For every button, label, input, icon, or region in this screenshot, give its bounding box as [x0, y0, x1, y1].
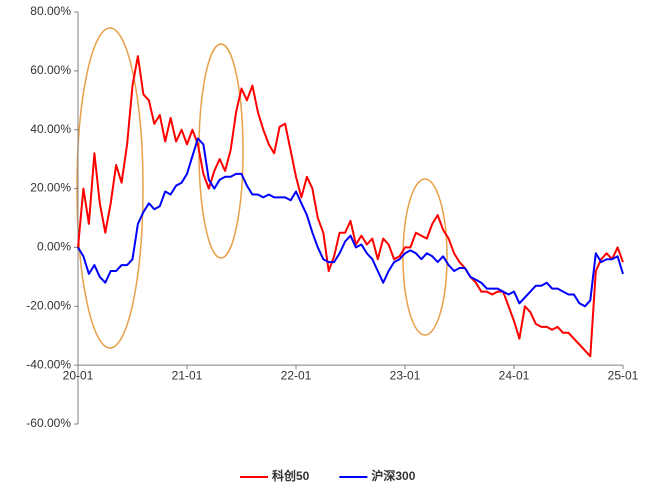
highlight-ellipse — [198, 43, 244, 259]
x-tick-label: 24-01 — [499, 368, 530, 382]
highlight-ellipse — [402, 178, 448, 336]
annotation-ellipses — [76, 27, 448, 349]
legend-label: 沪深300 — [371, 468, 415, 483]
highlight-ellipse — [76, 27, 144, 349]
y-tick-label: 0.00% — [37, 240, 71, 254]
x-tick-label: 20-01 — [63, 368, 94, 382]
y-tick-label: -60.00% — [26, 416, 71, 430]
x-tick-label: 25-01 — [608, 368, 639, 382]
line-series — [77, 137, 624, 308]
legend: 科创50 沪深300 — [240, 468, 416, 483]
line-series — [77, 55, 624, 358]
x-tick-label: 21-01 — [172, 368, 203, 382]
y-tick-label: 40.00% — [30, 122, 71, 136]
x-tick-label: 22-01 — [281, 368, 312, 382]
legend-label: 科创50 — [272, 468, 310, 483]
y-tick-label: -20.00% — [26, 298, 71, 312]
y-tick-label: 80.00% — [30, 4, 71, 18]
y-tick-label: 60.00% — [30, 63, 71, 77]
y-tick-label: 20.00% — [30, 181, 71, 195]
x-tick-label: 23-01 — [390, 368, 421, 382]
y-tick-label: -40.00% — [26, 357, 71, 371]
